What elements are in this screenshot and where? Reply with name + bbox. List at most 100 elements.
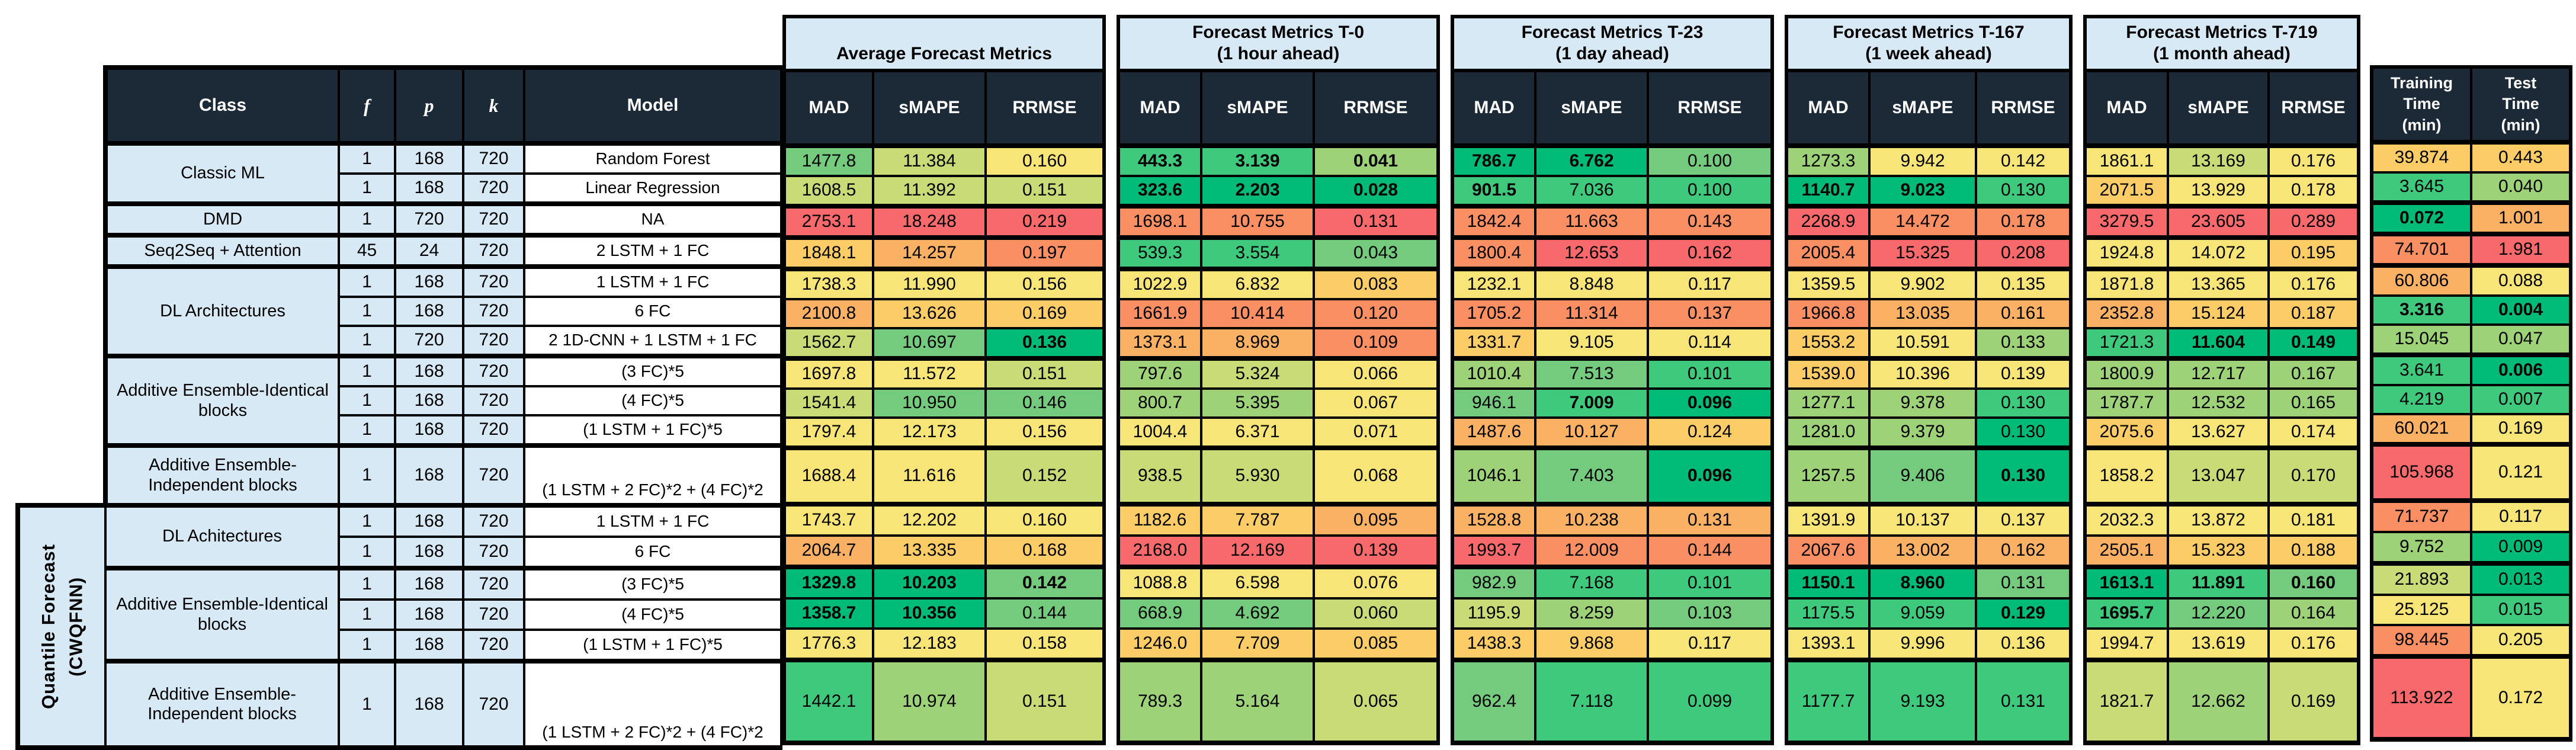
- metric-cell: 1613.1: [2084, 565, 2169, 600]
- group-title-line1: Forecast Metrics T-23: [1521, 23, 1704, 43]
- col-header-class: Class: [103, 65, 340, 145]
- metric-cell: 0.065: [1313, 658, 1439, 745]
- training-time-cell: 3.641: [2370, 352, 2472, 386]
- metric-cell: 0.160: [984, 502, 1105, 537]
- metric-cell: 1150.1: [1785, 565, 1871, 600]
- metric-cell: 2753.1: [783, 204, 874, 239]
- metric-cell: 1140.7: [1785, 175, 1871, 207]
- metric-group-table-2: Forecast Metrics T-23 (1 day ahead) MAD sMA…: [1451, 15, 1774, 745]
- metric-cell: 0.136: [1975, 627, 2072, 661]
- f-cell: 1: [338, 296, 396, 327]
- test-time-cell: 0.172: [2470, 654, 2572, 742]
- metric-cell: 13.169: [2167, 143, 2270, 177]
- metric-cell: 1562.7: [783, 327, 874, 360]
- metric-cell: 0.142: [1975, 143, 2072, 177]
- f-cell: 1: [338, 172, 396, 205]
- group-title-line2: (1 week ahead): [1865, 44, 1992, 64]
- metric-cell: 2064.7: [783, 534, 874, 568]
- training-time-cell: 60.021: [2370, 413, 2472, 445]
- p-cell: 168: [394, 264, 464, 298]
- time-header-line3: (min): [2501, 116, 2540, 134]
- metric-cell: 12.220: [2167, 597, 2270, 630]
- metric-cell: 12.532: [2167, 387, 2270, 419]
- metric-cell: 12.009: [1534, 534, 1649, 568]
- metric-cell: 11.891: [2167, 565, 2270, 600]
- metric-cell: 1553.2: [1785, 327, 1871, 360]
- training-time-cell: 21.893: [2370, 561, 2472, 596]
- metric-cell: 2352.8: [2084, 298, 2169, 329]
- metric-cell: 0.152: [984, 445, 1105, 505]
- training-time-cell: 25.125: [2370, 594, 2472, 626]
- metric-cell: 0.060: [1313, 597, 1439, 630]
- metric-cell: 1358.7: [783, 597, 874, 630]
- training-time-cell: 15.045: [2370, 323, 2472, 356]
- metric-cell: 0.137: [1975, 502, 2072, 537]
- metric-cell: 1281.0: [1785, 416, 1871, 449]
- f-cell: 1: [338, 141, 396, 175]
- metric-cell: 9.868: [1534, 627, 1649, 661]
- class-cell: Seq2Seq + Attention: [103, 233, 340, 268]
- training-time-cell: 4.219: [2370, 384, 2472, 415]
- metric-cell: 0.151: [984, 356, 1105, 390]
- metric-cell: 13.619: [2167, 627, 2270, 661]
- metric-cell: 9.996: [1868, 627, 1977, 661]
- metric-cell: 0.208: [1975, 235, 2072, 270]
- metric-cell: 0.181: [2267, 502, 2360, 537]
- model-cell: (3 FC)*5: [523, 354, 782, 387]
- metric-cell: 0.162: [1647, 235, 1773, 270]
- metric-cell: 668.9: [1117, 597, 1202, 630]
- time-header-line2: Time: [2403, 95, 2440, 113]
- metric-cell: 0.165: [2267, 387, 2360, 419]
- metric-cell: 1438.3: [1451, 627, 1536, 661]
- class-cell: Additive Ensemble-Independent blocks: [103, 443, 340, 507]
- k-cell: 720: [462, 443, 525, 507]
- metric-cell: 0.146: [984, 387, 1105, 419]
- metric-cell: 10.974: [872, 658, 987, 745]
- metric-cell: 0.136: [984, 327, 1105, 360]
- k-cell: 720: [462, 172, 525, 205]
- col-header-smape: sMAPE: [2167, 69, 2270, 148]
- p-cell: 168: [394, 503, 464, 538]
- training-time-cell: 0.072: [2370, 200, 2472, 235]
- col-header-mad: MAD: [1785, 69, 1871, 148]
- model-cell: (3 FC)*5: [523, 566, 782, 601]
- metric-cell: 1797.4: [783, 416, 874, 449]
- test-time-cell: 1.001: [2470, 200, 2572, 235]
- metric-cell: 5.324: [1200, 356, 1315, 390]
- f-cell: 1: [338, 264, 396, 298]
- test-time-cell: 1.981: [2470, 232, 2572, 267]
- metric-cell: 4.692: [1200, 597, 1315, 630]
- training-time-cell: 74.701: [2370, 232, 2472, 267]
- metric-cell: 0.133: [1975, 327, 2072, 360]
- metric-cell: 0.156: [984, 416, 1105, 449]
- metric-cell: 0.096: [1647, 445, 1773, 505]
- metric-cell: 3279.5: [2084, 204, 2169, 239]
- metric-cell: 0.130: [1975, 387, 2072, 419]
- metric-cell: 3.139: [1200, 143, 1315, 177]
- metric-cell: 2268.9: [1785, 204, 1871, 239]
- k-cell: 720: [462, 598, 525, 631]
- metric-cell: 0.131: [1975, 658, 2072, 745]
- f-cell: 45: [338, 233, 396, 268]
- p-cell: 720: [394, 325, 464, 357]
- metric-cell: 10.950: [872, 387, 987, 419]
- metric-cell: 0.067: [1313, 387, 1439, 419]
- metric-cell: 10.591: [1868, 327, 1977, 360]
- metric-cell: 1848.1: [783, 235, 874, 270]
- metric-cell: 1442.1: [783, 658, 874, 745]
- metric-cell: 0.076: [1313, 565, 1439, 600]
- col-header-rrmse: RRMSE: [1647, 69, 1773, 148]
- spacer: [18, 326, 105, 356]
- metric-cell: 0.100: [1647, 175, 1773, 207]
- col-header-mad: MAD: [783, 69, 874, 148]
- group-title-line1: Forecast Metrics T-719: [2126, 23, 2318, 43]
- k-cell: 720: [462, 233, 525, 268]
- metric-cell: 1246.0: [1117, 627, 1202, 661]
- model-cell: 6 FC: [523, 536, 782, 569]
- f-cell: 1: [338, 385, 396, 416]
- metric-cell: 2100.8: [783, 298, 874, 329]
- time-header-line1: Training: [2390, 74, 2453, 92]
- metric-cell: 0.139: [1975, 356, 2072, 390]
- group-title-line2: (1 day ahead): [1555, 44, 1669, 64]
